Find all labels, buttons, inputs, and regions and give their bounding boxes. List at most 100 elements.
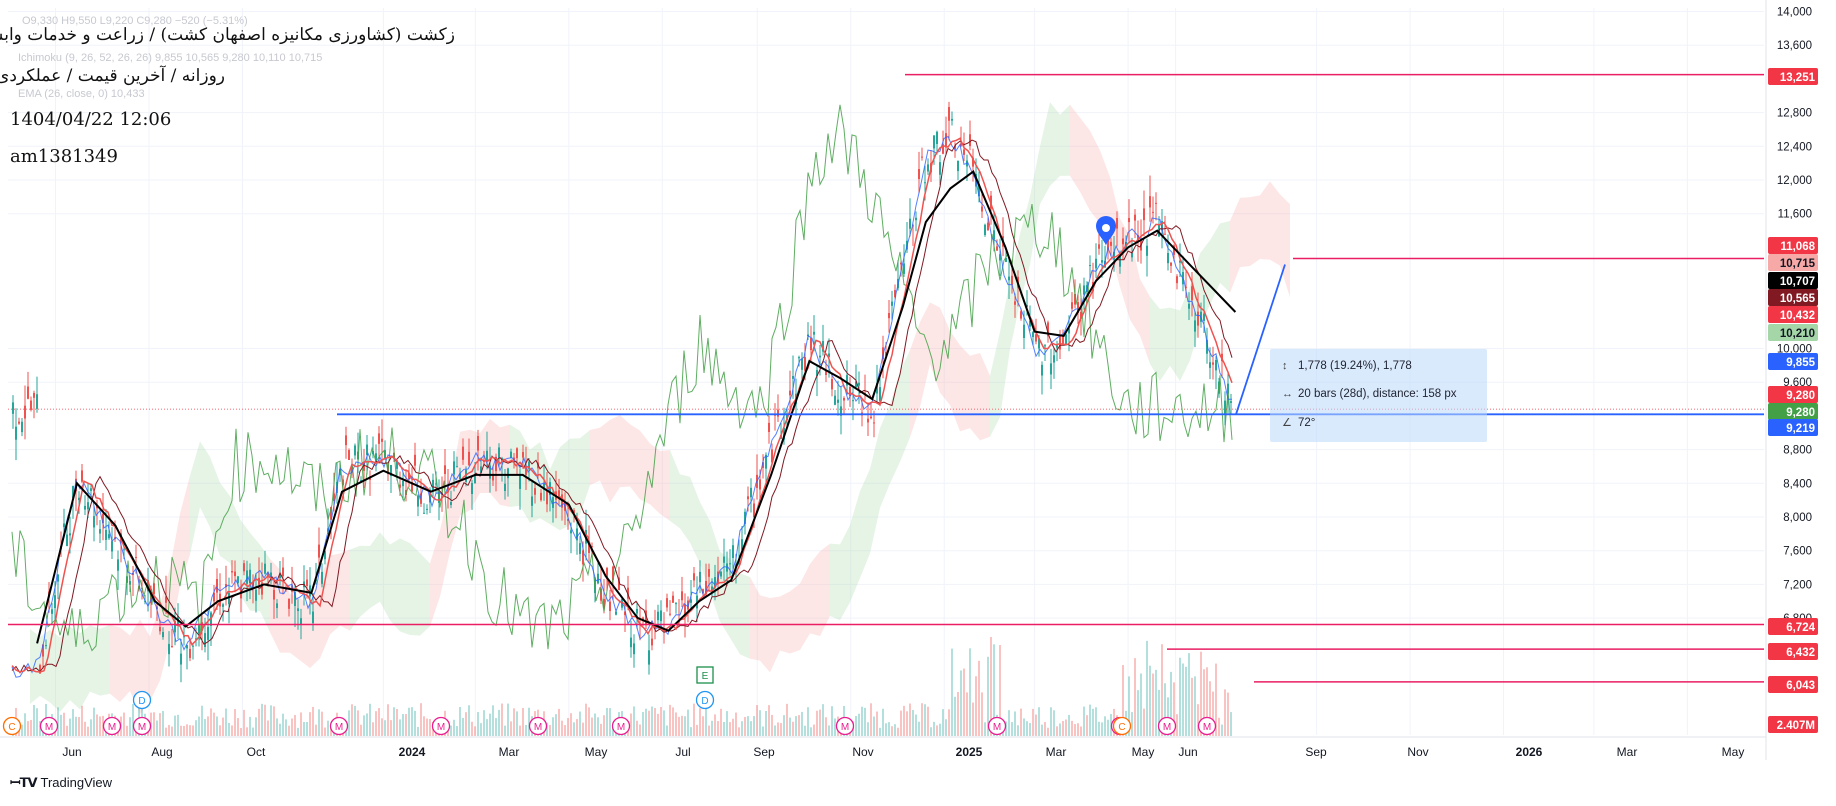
candle-body (885, 351, 887, 356)
volume-bar (1167, 697, 1169, 736)
candle-body (1056, 345, 1058, 348)
price-tick-label: 7,200 (1783, 579, 1812, 591)
volume-bar (291, 718, 293, 736)
volume-bar (219, 725, 221, 736)
volume-bar (636, 720, 638, 736)
event-marker-letter: E (702, 671, 709, 682)
volume-bar (183, 725, 185, 736)
volume-bar (1152, 673, 1154, 736)
price-tag (1768, 419, 1818, 436)
volume-bar (27, 721, 29, 736)
price-tag-label: 9,219 (1786, 423, 1815, 435)
candle-body (132, 573, 134, 576)
volume-bar (723, 721, 725, 736)
candle-body (1173, 245, 1175, 255)
candle-body (105, 529, 107, 540)
volume-bar (285, 719, 287, 736)
candle-body (1185, 286, 1187, 288)
candle-body (987, 222, 989, 231)
bar-range-icon: ↔ (1282, 388, 1293, 400)
candle-body (705, 581, 707, 595)
price-tag-label: 9,855 (1786, 357, 1815, 369)
kumo-segment (760, 595, 770, 673)
candle-body (363, 462, 365, 471)
kumo-segment (770, 596, 780, 673)
volume-bar (810, 727, 812, 736)
volume-bar (1023, 718, 1025, 736)
candle-body (669, 613, 671, 615)
volume-bar (1026, 721, 1028, 736)
candle-body (810, 337, 812, 351)
price-tag (1768, 324, 1818, 341)
volume-bar (1050, 707, 1052, 736)
event-marker-letter: M (138, 722, 146, 733)
candle-body (1209, 362, 1211, 368)
volume-bar (150, 712, 152, 736)
price-tag-label: 10,432 (1780, 310, 1815, 322)
volume-bar (462, 717, 464, 736)
candle-body (615, 611, 617, 615)
kumo-segment (1180, 286, 1190, 381)
volume-bar (195, 720, 197, 736)
volume-bar (546, 722, 548, 736)
volume-bar (993, 644, 995, 736)
candle-body (1119, 256, 1121, 267)
volume-bar (945, 719, 947, 736)
volume-bar (687, 709, 689, 736)
price-tag-label: 13,251 (1780, 72, 1816, 84)
candle-body (189, 648, 191, 659)
volume-bar (1215, 663, 1217, 736)
candle-body (474, 474, 476, 484)
candle-body (171, 645, 173, 647)
candle-body (870, 416, 872, 419)
candle-body (207, 626, 209, 640)
volume-bar (1197, 704, 1199, 736)
price-tag (1768, 68, 1818, 85)
kumo-segment (1060, 104, 1070, 176)
candle-body (255, 589, 257, 601)
kumo-segment (130, 619, 140, 715)
volume-bar (177, 714, 179, 736)
volume-bar (960, 670, 962, 736)
candle-body (1077, 302, 1079, 313)
time-tick-label: Nov (1407, 745, 1428, 759)
candle-body (1149, 196, 1151, 208)
volume-bar (270, 705, 272, 736)
price-tick-label: 10,000 (1777, 344, 1812, 356)
volume-bar (396, 708, 398, 736)
event-marker-letter: M (335, 722, 343, 733)
measure-tool[interactable]: ↕ 1,778 (19.24%), 1,778 ↔ 20 bars (28d), d… (1270, 349, 1487, 442)
volume-bar (861, 706, 863, 736)
kumo-segment (1250, 195, 1260, 266)
volume-bar (456, 726, 458, 736)
volume-bar (153, 712, 155, 736)
event-marker (611, 716, 631, 736)
volume-bar (504, 725, 506, 736)
event-marker-letter: D (138, 696, 145, 707)
event-marker-letter: M (841, 722, 849, 733)
candle-body (813, 331, 815, 335)
volume-bar (495, 718, 497, 736)
time-tick-label: Oct (247, 745, 266, 759)
volume-bar (834, 718, 836, 736)
kumo-segment (1150, 296, 1160, 381)
candle-body (591, 546, 593, 548)
candle-body (111, 541, 113, 552)
volume-bar (528, 707, 530, 736)
volume-bar (1149, 665, 1151, 736)
volume-bar (867, 722, 869, 736)
tradingview-logo[interactable]: ꟷ𝗧𝗩 TradingView (10, 775, 113, 790)
candle-body (1224, 400, 1226, 415)
kumo-segment (950, 330, 960, 432)
volume-bar (930, 727, 932, 736)
candle-body (1197, 311, 1199, 326)
candle-body (708, 569, 710, 577)
volume-bar (417, 726, 419, 736)
volume-bar (1173, 682, 1175, 736)
candle-body (1053, 355, 1055, 363)
candle-body (1026, 304, 1028, 307)
candle-body (636, 608, 638, 614)
candle-body (546, 490, 548, 505)
